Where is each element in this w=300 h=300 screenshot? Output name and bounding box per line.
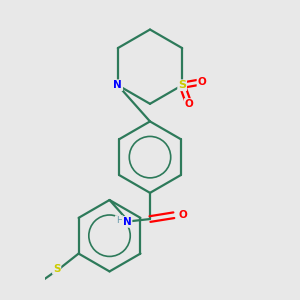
Text: N: N <box>113 80 122 90</box>
Text: O: O <box>178 210 187 220</box>
Text: O: O <box>197 77 206 87</box>
Text: N: N <box>123 217 131 227</box>
Text: O: O <box>184 99 194 109</box>
Text: H: H <box>116 216 122 225</box>
Text: S: S <box>53 264 60 274</box>
Text: S: S <box>178 80 186 90</box>
